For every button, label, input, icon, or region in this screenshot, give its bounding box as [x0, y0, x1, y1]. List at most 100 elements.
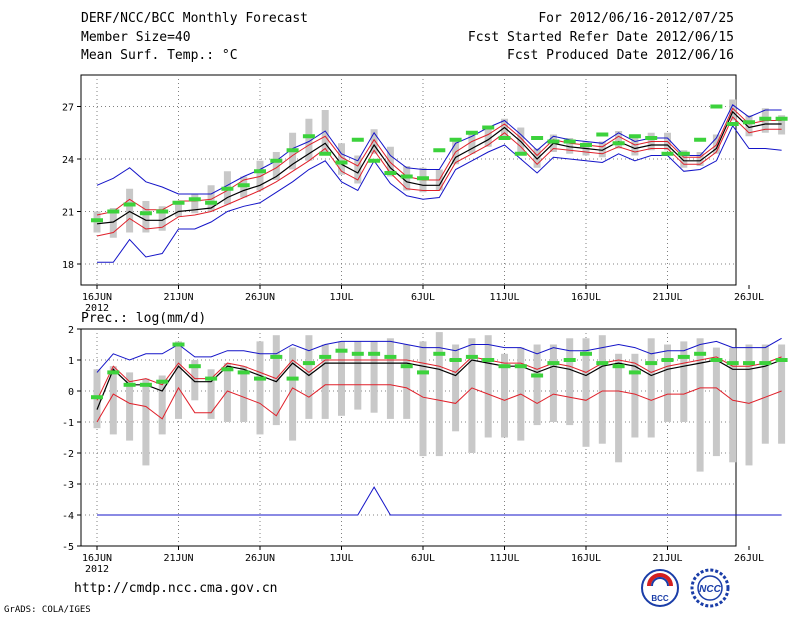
green-dash-marker [188, 197, 201, 202]
spread-bar [272, 152, 280, 180]
spread-bar [598, 141, 606, 158]
green-dash-marker [677, 354, 690, 359]
spread-bar [501, 118, 508, 138]
green-dash-marker [645, 136, 658, 140]
green-dash-marker [91, 218, 103, 223]
spread-bar [175, 341, 182, 419]
ensemble-mean-line [96, 110, 782, 225]
source-url[interactable]: http://cmdp.ncc.cma.gov.cn [74, 581, 278, 596]
green-dash-marker [123, 202, 136, 207]
green-dash-marker [677, 151, 690, 156]
x-year-label: 2012 [85, 564, 109, 575]
forecast-start-date: Fcst Started Refer Date 2012/06/15 [467, 30, 734, 45]
precipitation-panel: 16JUN 21JUN 26JUN 1JUL 6JUL 11JUL 16JUL 21JUL 26… [62, 311, 788, 575]
green-dash-marker [710, 358, 723, 362]
forecast-period: For 2012/06/16-2012/07/25 [538, 11, 734, 26]
spread-bar [109, 366, 117, 435]
green-dash-marker [596, 361, 609, 366]
temperature-panel: 16JUN 21JUN 26JUN 1JUL 6JUL 11JUL 16JUL 21JUL 26… [62, 74, 788, 314]
green-dash-marker [107, 209, 120, 214]
spread-bar [729, 99, 737, 121]
green-dash-marker [759, 361, 772, 366]
x-tick-label: 1JUL [329, 553, 353, 564]
spread-bar [729, 347, 737, 463]
spread-bar [207, 369, 215, 419]
spread-bar [501, 353, 508, 438]
green-dash-marker [726, 361, 739, 366]
spread-bar [256, 160, 264, 191]
green-dash-marker [335, 160, 348, 165]
spread-bar [517, 127, 525, 152]
spread-bar [321, 344, 329, 419]
x-tick-label: 26JUN [245, 292, 275, 303]
green-dash-marker [384, 354, 397, 359]
red-upper-line [96, 107, 782, 216]
spread-bar [370, 129, 378, 154]
grads-credit: GrADS: COLA/IGES [4, 605, 91, 615]
y-tick-label: -4 [62, 511, 74, 522]
green-dash-marker [221, 186, 234, 191]
green-dash-marker [775, 116, 788, 121]
green-dash-marker [547, 139, 560, 144]
spread-bar [566, 138, 574, 154]
green-dash-marker [156, 209, 169, 214]
green-dash-marker [286, 148, 299, 153]
spread-bar [191, 360, 199, 401]
x-tick-label: 21JUN [163, 292, 193, 303]
spread-bar [158, 206, 166, 231]
spread-bar [533, 344, 541, 426]
green-dash-marker [465, 354, 478, 359]
spread-bar [680, 150, 688, 168]
spread-bar [386, 146, 394, 177]
green-dash-marker [351, 137, 364, 142]
spread-bar [664, 344, 671, 422]
green-dash-marker [123, 382, 136, 387]
green-dash-marker [743, 120, 755, 125]
green-dash-marker [694, 351, 707, 356]
y-tick-label: 2 [68, 325, 74, 336]
green-dash-marker [612, 141, 625, 146]
variable-label: Mean Surf. Temp.: °C [81, 48, 238, 63]
green-dash-marker [270, 158, 283, 163]
green-dash-marker [139, 382, 152, 387]
green-dash-marker [417, 370, 429, 375]
green-dash-marker [482, 358, 495, 362]
y-tick-label: 21 [62, 208, 74, 219]
x-tick-label: 21JUL [652, 553, 682, 564]
green-dash-marker [726, 122, 739, 126]
blue-lower-line [97, 486, 782, 516]
green-dash-marker [107, 370, 120, 375]
spread-bar [354, 155, 362, 184]
spread-bar [549, 344, 557, 422]
green-dash-marker [710, 104, 723, 109]
spread-bar [745, 115, 753, 137]
green-dash-marker [188, 364, 201, 369]
green-dash-marker [254, 169, 266, 174]
spread-bar [126, 188, 134, 233]
spread-bar [468, 131, 476, 154]
green-dash-marker [221, 367, 234, 372]
green-dash-marker [759, 116, 772, 121]
spread-bar [778, 344, 786, 444]
green-dash-marker [514, 151, 527, 156]
green-dash-marker [661, 358, 674, 362]
green-dash-marker [172, 342, 185, 347]
green-dash-marker [335, 348, 348, 353]
green-dash-marker [302, 134, 315, 139]
spread-bar [142, 378, 150, 466]
green-dash-marker [563, 139, 576, 144]
green-dash-marker [400, 364, 413, 369]
spread-bar [175, 202, 182, 217]
panel-title: Prec.: log(mm/d) [81, 311, 206, 326]
x-tick-label: 11JUL [489, 553, 519, 564]
spread-bar [761, 344, 769, 444]
spread-bar [370, 341, 378, 413]
spread-bar [484, 335, 492, 438]
spread-bar [452, 344, 460, 432]
ncc-logo-text: NCC [699, 584, 721, 595]
spread-bar [615, 353, 623, 463]
spread-bar [256, 341, 264, 435]
green-dash-marker [417, 176, 429, 181]
x-tick-label: 21JUN [163, 553, 193, 564]
spread-bar [289, 347, 297, 441]
